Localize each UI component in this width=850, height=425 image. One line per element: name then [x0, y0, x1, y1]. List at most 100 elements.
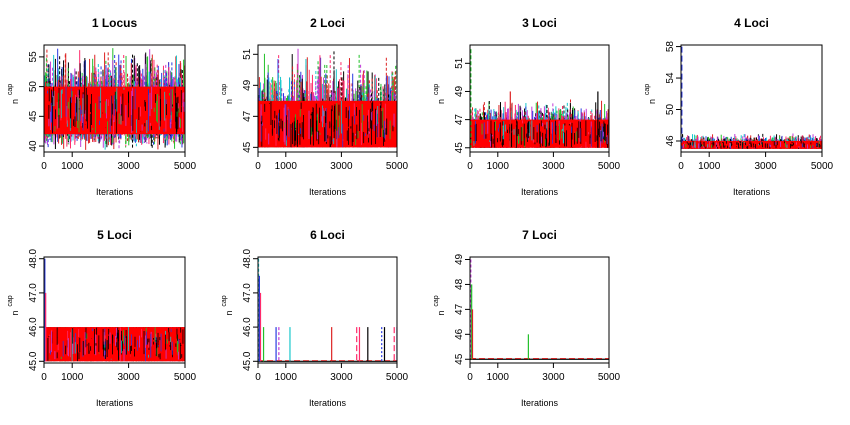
x-tick-label: 0 [678, 161, 684, 172]
y-tick-label: 46 [454, 328, 465, 340]
panel-title: 1 Locus [92, 16, 138, 30]
x-axis-label: Iterations [96, 187, 134, 197]
x-axis-label: Iterations [521, 187, 559, 197]
y-tick-label: 45 [28, 110, 39, 122]
y-axis-label-main: n [224, 99, 234, 104]
trace-lines [470, 49, 609, 148]
x-axis-label: Iterations [96, 398, 134, 408]
y-tick-label: 46.0 [28, 317, 39, 337]
y-axis-label-main: n [10, 310, 20, 315]
trace-lines [258, 258, 397, 362]
trace-panel: 1 Locus 0 1000 3000 5000 Iterations 40 45 50 55 nc… [7, 16, 197, 197]
y-axis-label-sup: cap [644, 84, 651, 95]
x-tick-label: 5000 [598, 161, 621, 172]
plot-frame [43, 256, 186, 364]
panel-title: 2 Loci [310, 16, 345, 30]
trace-lines [44, 258, 185, 362]
x-tick-label: 3000 [542, 372, 565, 383]
x-tick-label: 5000 [386, 372, 409, 383]
x-tick-label: 1000 [275, 372, 298, 383]
x-axis-label: Iterations [733, 187, 771, 197]
x-tick-label: 1000 [487, 372, 510, 383]
x-axis-label: Iterations [309, 187, 347, 197]
x-tick-label: 5000 [598, 372, 621, 383]
y-axis-label-main: n [436, 99, 446, 104]
x-tick-label: 1000 [275, 161, 298, 172]
x-tick-label: 5000 [174, 372, 197, 383]
plot-frame [257, 44, 398, 153]
x-tick-label: 5000 [386, 161, 409, 172]
y-tick-label: 47.0 [242, 283, 253, 303]
x-tick-label: 3000 [542, 161, 565, 172]
panel-title: 4 Loci [734, 16, 769, 30]
y-axis-label: n cap [221, 295, 234, 315]
panel-title: 6 Loci [310, 228, 345, 242]
plot-frame [257, 256, 398, 364]
y-tick-label: 58 [665, 41, 676, 53]
y-axis-label-main: n [436, 310, 446, 315]
y-axis-label: n cap [644, 84, 657, 104]
y-tick-label: 51 [242, 48, 253, 60]
trace-lines [681, 46, 822, 149]
x-tick-label: 3000 [117, 161, 140, 172]
y-tick-label: 45 [242, 141, 253, 153]
trace-panel: 6 Loci 0 1000 3000 5000 Iterations 45.0 46.0 47.… [221, 228, 409, 408]
panel-title: 5 Loci [97, 228, 132, 242]
y-axis-label-sup: cap [7, 295, 14, 306]
x-tick-label: 0 [467, 161, 473, 172]
y-tick-label: 45 [454, 142, 465, 154]
y-axis-label: n cap [433, 84, 446, 104]
trace-panel: 7 Loci 0 1000 3000 5000 Iterations 45 46 47 48 49 n… [433, 228, 621, 408]
y-tick-label: 50 [28, 81, 39, 93]
y-axis-label: n cap [7, 84, 20, 104]
y-axis-label-sup: cap [433, 295, 440, 306]
y-axis-label-sup: cap [221, 295, 228, 306]
y-tick-label: 50 [665, 104, 676, 116]
panel-title: 3 Loci [522, 16, 557, 30]
x-tick-label: 1000 [61, 372, 84, 383]
y-axis-label: n cap [433, 295, 446, 315]
x-tick-label: 0 [41, 372, 47, 383]
y-tick-label: 54 [665, 72, 676, 84]
panel-title: 7 Loci [522, 228, 557, 242]
y-axis-label-main: n [10, 99, 20, 104]
x-tick-label: 3000 [330, 161, 353, 172]
trace-lines [470, 259, 609, 360]
y-tick-label: 49 [454, 85, 465, 97]
y-tick-label: 51 [454, 57, 465, 69]
x-tick-label: 5000 [174, 161, 197, 172]
y-axis-label-main: n [647, 99, 657, 104]
trace-lines [258, 48, 397, 148]
x-axis-label: Iterations [309, 398, 347, 408]
trace-band [44, 327, 185, 362]
x-tick-label: 1000 [61, 161, 84, 172]
y-tick-label: 45.0 [28, 351, 39, 371]
y-tick-label: 47 [242, 110, 253, 122]
x-tick-label: 3000 [330, 372, 353, 383]
x-tick-label: 1000 [698, 161, 721, 172]
y-axis-label-sup: cap [7, 84, 14, 95]
y-tick-label: 47 [454, 114, 465, 126]
x-tick-label: 0 [255, 372, 261, 383]
trace-panel: 2 Loci 0 1000 3000 5000 Iterations 45 47 49 51 n ca… [221, 16, 409, 197]
trace-panel: 5 Loci 0 1000 3000 5000 Iterations 45.0 46.0 47.… [7, 228, 197, 408]
y-tick-label: 45 [454, 353, 465, 365]
y-tick-label: 46.0 [242, 317, 253, 337]
trace-lines [44, 48, 185, 150]
y-tick-label: 46 [665, 135, 676, 147]
y-tick-label: 55 [28, 51, 39, 63]
x-tick-label: 3000 [117, 372, 140, 383]
y-tick-label: 47.0 [28, 283, 39, 303]
plot-frame [469, 44, 610, 153]
y-axis-label: n cap [221, 84, 234, 104]
y-tick-label: 48.0 [242, 249, 253, 269]
x-tick-label: 0 [41, 161, 47, 172]
x-tick-label: 3000 [754, 161, 777, 172]
y-axis-label-main: n [224, 310, 234, 315]
y-tick-label: 48.0 [28, 249, 39, 269]
y-axis-label-sup: cap [221, 84, 228, 95]
plot-frame [43, 44, 186, 153]
y-tick-label: 47 [454, 303, 465, 315]
x-tick-label: 1000 [487, 161, 510, 172]
